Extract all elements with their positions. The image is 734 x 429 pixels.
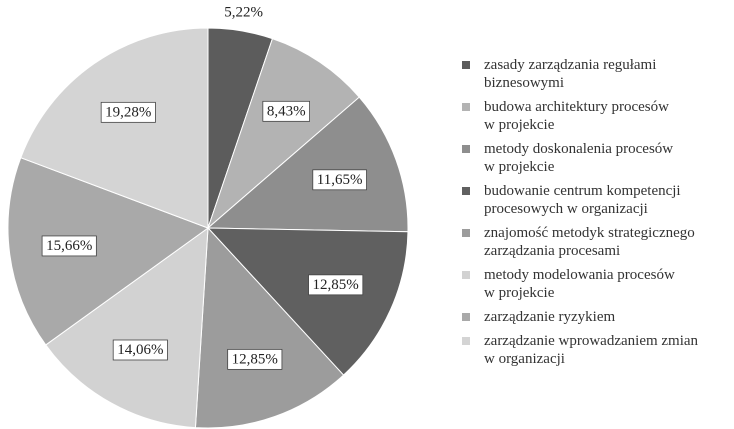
label-box	[41, 235, 97, 257]
legend-item: budowanie centrum kompetencji procesowyc…	[462, 182, 734, 218]
pie-slice	[20, 27, 209, 229]
label-box	[312, 169, 367, 191]
legend-swatch	[462, 103, 470, 111]
legend-label: budowa architektury procesów w projekcie	[484, 99, 669, 133]
label-box	[112, 339, 168, 361]
data-label: 11,65%	[317, 172, 363, 188]
legend-swatch	[462, 313, 470, 321]
legend-swatch	[462, 337, 470, 345]
legend-label: metody doskonalenia procesów w projekcie	[484, 141, 674, 175]
label-box	[100, 101, 156, 123]
legend-label: metody modelowania procesów w projekcie	[484, 267, 675, 301]
pie-slice	[194, 226, 345, 429]
legend-item: zarządzanie ryzykiem	[462, 308, 734, 326]
legend-swatch	[462, 229, 470, 237]
data-label: 12,85%	[232, 351, 278, 367]
legend-item: budowa architektury procesów w projekcie	[462, 98, 734, 134]
legend-item: zarządzanie wprowadzaniem zmian w organi…	[462, 332, 734, 368]
data-label: 12,85%	[313, 277, 359, 293]
label-box	[308, 274, 364, 296]
pie-slice	[206, 227, 409, 376]
pie-slice	[206, 96, 409, 233]
data-label: 19,28%	[105, 104, 151, 120]
data-label: 8,43%	[267, 103, 306, 119]
pie-slice	[206, 38, 360, 230]
legend-swatch	[462, 187, 470, 195]
legend-item: metody doskonalenia procesów w projekcie	[462, 140, 734, 176]
legend-item: znajomość metodyk strategicznego zarządz…	[462, 224, 734, 260]
legend-label: znajomość metodyk strategicznego zarządz…	[484, 225, 695, 259]
legend-label: zarządzanie wprowadzaniem zmian w organi…	[484, 333, 699, 367]
legend-swatch	[462, 61, 470, 69]
data-label: 14,06%	[117, 342, 163, 358]
legend-swatch	[462, 145, 470, 153]
legend-label: zasady zarządzania regułami biznesowymi	[484, 57, 657, 91]
pie-slice	[7, 157, 210, 346]
legend: zasady zarządzania regułami biznesowymi b…	[462, 56, 734, 374]
data-label: 5,22%	[224, 4, 263, 20]
pie-slice	[45, 226, 209, 429]
legend-item: zasady zarządzania regułami biznesowymi	[462, 56, 734, 92]
legend-item: metody modelowania procesów w projekcie	[462, 266, 734, 302]
label-box	[227, 348, 283, 370]
label-box	[262, 100, 310, 122]
legend-swatch	[462, 271, 470, 279]
legend-label: budowanie centrum kompetencji procesowyc…	[484, 183, 681, 217]
data-label: 15,66%	[46, 238, 92, 254]
legend-label: zarządzanie ryzykiem	[484, 309, 616, 325]
